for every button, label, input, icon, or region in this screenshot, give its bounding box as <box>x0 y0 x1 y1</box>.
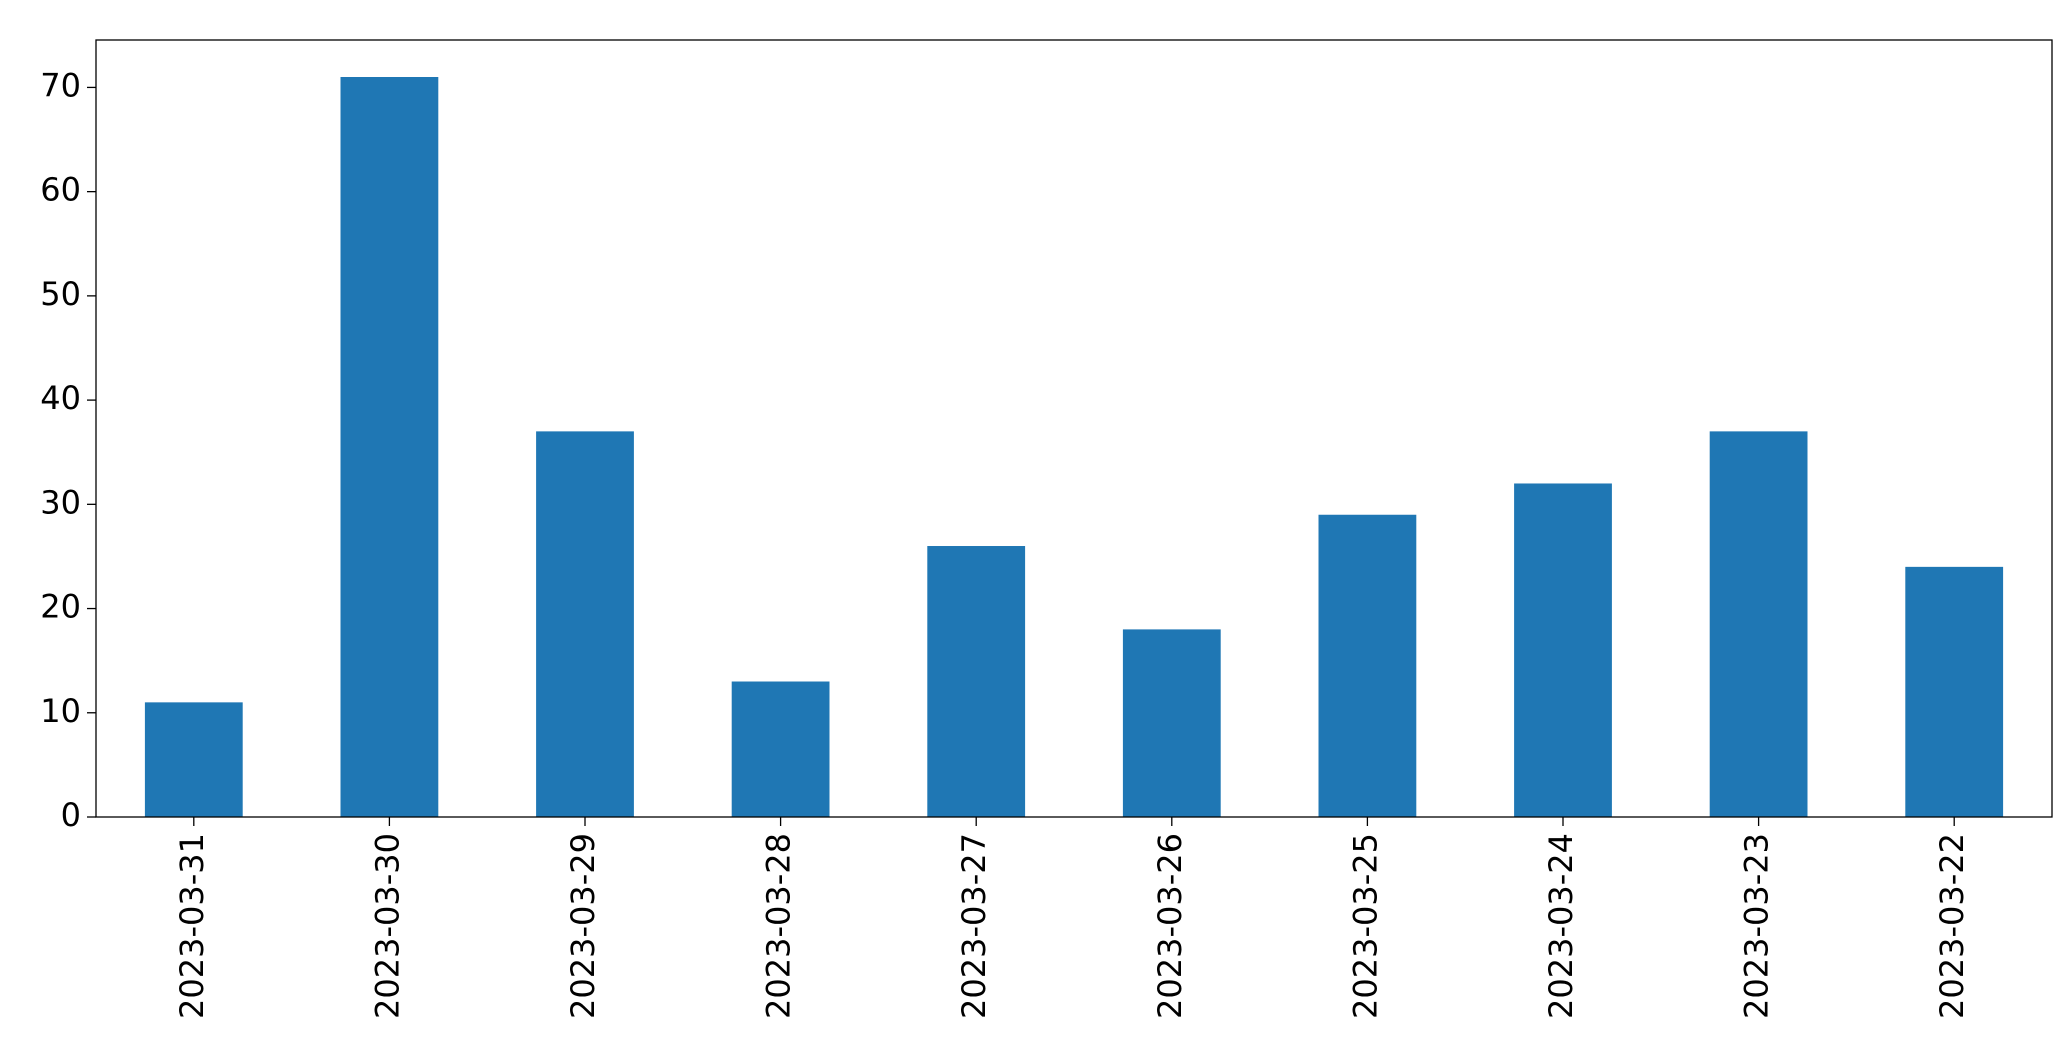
y-tick-label: 30 <box>40 483 81 521</box>
x-tick-label: 2023-03-28 <box>760 833 798 1019</box>
x-tick-label: 2023-03-22 <box>1933 833 1971 1019</box>
bar <box>1905 566 2004 817</box>
x-tick-label: 2023-03-26 <box>1151 833 1189 1019</box>
bar <box>927 546 1026 817</box>
y-tick-label: 0 <box>61 796 81 834</box>
x-tick-label: 2023-03-23 <box>1738 833 1776 1019</box>
bar <box>1514 483 1612 817</box>
y-tick-label: 50 <box>40 275 81 313</box>
x-tick-label: 2023-03-30 <box>368 833 406 1019</box>
bar <box>1709 431 1808 817</box>
bar <box>536 431 634 817</box>
x-tick-label: 2023-03-25 <box>1346 833 1384 1019</box>
y-tick-label: 60 <box>40 171 81 209</box>
x-tick-label: 2023-03-29 <box>564 833 602 1019</box>
bar <box>144 702 243 817</box>
x-tick-label: 2023-03-27 <box>955 833 993 1019</box>
axes-frame <box>95 39 2053 818</box>
bar <box>731 681 830 817</box>
y-tick-label: 40 <box>40 379 81 417</box>
bar <box>1318 514 1417 817</box>
bar <box>340 77 439 817</box>
y-tick-label: 10 <box>40 692 81 730</box>
bar <box>1122 629 1221 817</box>
x-tick-label: 2023-03-24 <box>1542 833 1580 1019</box>
x-tick-label: 2023-03-31 <box>173 833 211 1019</box>
y-tick-label: 20 <box>40 588 81 626</box>
y-tick-label: 70 <box>40 66 81 104</box>
